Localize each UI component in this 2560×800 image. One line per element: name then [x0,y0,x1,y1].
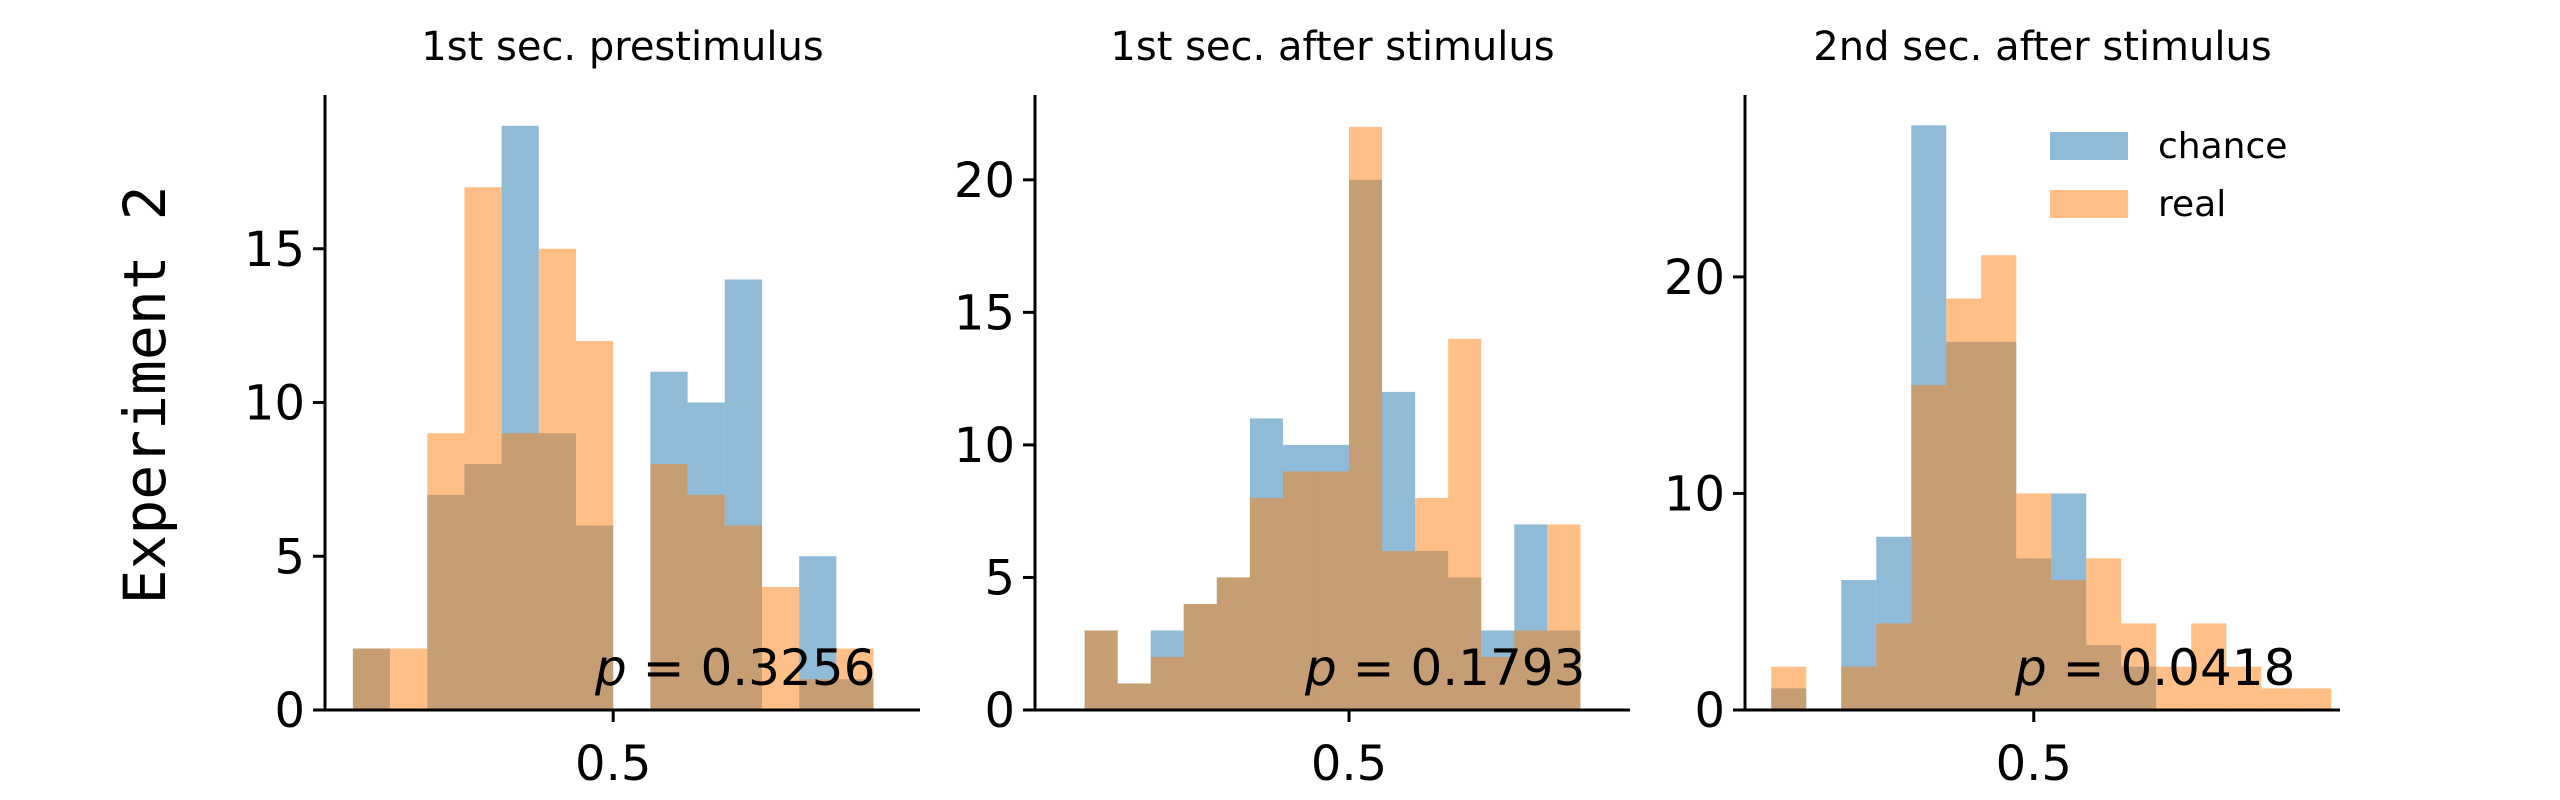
p-label: p [594,639,627,697]
x-tick-label: 0.5 [1311,736,1387,792]
bar-real [799,679,837,710]
bar-real [650,464,688,710]
bar-real [464,187,502,710]
bar-real [1315,471,1350,710]
y-tick-label: 0 [274,683,305,739]
panel-1: 0 5 10 15 0.5 1st sec. prestimulus p = 0.3256 [244,24,920,792]
p-value: 0.0418 [2120,639,2295,697]
panel-3: 0 10 20 0.5 2nd sec. after stimulus p = 0.041… [1664,24,2340,792]
bar-real [1117,683,1151,710]
bar-real [1183,603,1217,710]
y-tick-label: 15 [244,222,305,278]
bar-real [427,433,465,710]
y-tick-label: 10 [244,376,305,432]
y-tick-label: 0 [984,683,1015,739]
bar-real [2016,493,2052,710]
y-tick-label: 5 [274,529,305,585]
p-equals: = [1337,639,1411,697]
legend-swatch-chance [2050,132,2128,160]
p-value: 0.1793 [1410,639,1585,697]
bar-real [1084,630,1118,710]
bar-real [1771,666,1807,710]
legend-swatch-real [2050,190,2128,218]
bar-real [1349,126,1383,710]
bar-real [2051,580,2087,710]
p-equals: = [2047,639,2121,697]
bar-real [1216,577,1250,710]
y-tick-label: 10 [1664,466,1725,522]
bar-real [1481,656,1515,710]
bar-real [538,248,577,710]
legend-label-chance: chance [2158,126,2287,167]
p-value: 0.3256 [700,639,875,697]
p-label: p [1304,639,1337,697]
bar-real [1514,630,1548,710]
bar-real [761,587,800,710]
p-value-annotation: p = 0.3256 [594,639,875,697]
panel-title: 1st sec. prestimulus [421,24,823,70]
bar-real [1415,497,1449,710]
y-tick-label: 15 [954,285,1015,341]
bar-real [1841,666,1877,710]
bar-real [2191,623,2227,710]
bar-real [390,648,428,710]
bar-real [1946,298,1982,710]
bar-real [2296,688,2332,710]
p-value-annotation: p = 0.1793 [1304,639,1585,697]
p-equals: = [627,639,701,697]
y-tick-label: 20 [954,153,1015,209]
bar-real [352,648,391,710]
bar-real [1282,471,1316,710]
panel-title: 2nd sec. after stimulus [1813,24,2271,70]
bar-real [2226,666,2262,710]
bar-real [2121,623,2157,710]
legend-label-real: real [2158,184,2226,225]
panel-2: 0 5 10 15 20 0.5 1st sec. after stimulus p = 0.… [954,24,1630,792]
y-tick-label: 20 [1664,250,1725,306]
p-label: p [2014,639,2047,697]
bar-real [2261,688,2297,710]
y-tick-label: 10 [954,418,1015,474]
row-label: Experiment 2 [111,185,179,604]
bar-real [1981,255,2017,711]
bar-real [687,494,725,710]
bar-real [2156,666,2192,710]
y-tick-label: 5 [984,550,1015,606]
x-tick-label: 0.5 [1996,736,2072,792]
bar-real [1547,524,1581,710]
p-value-annotation: p = 0.0418 [2014,639,2295,697]
bar-real [1911,385,1947,710]
y-tick-label: 0 [1694,683,1725,739]
bar-real [1876,623,1912,710]
bar-real [1382,550,1416,710]
bar-real [2086,558,2122,710]
legend: chance real [2050,126,2287,225]
bar-real [1448,338,1482,710]
bar-real [1249,497,1283,710]
bar-real [836,648,874,710]
bar-real [576,341,614,710]
bar-real [724,525,762,710]
bar-real [501,433,539,710]
panel-title: 1st sec. after stimulus [1110,24,1554,70]
x-tick-label: 0.5 [575,736,651,792]
bar-real [1150,656,1184,710]
